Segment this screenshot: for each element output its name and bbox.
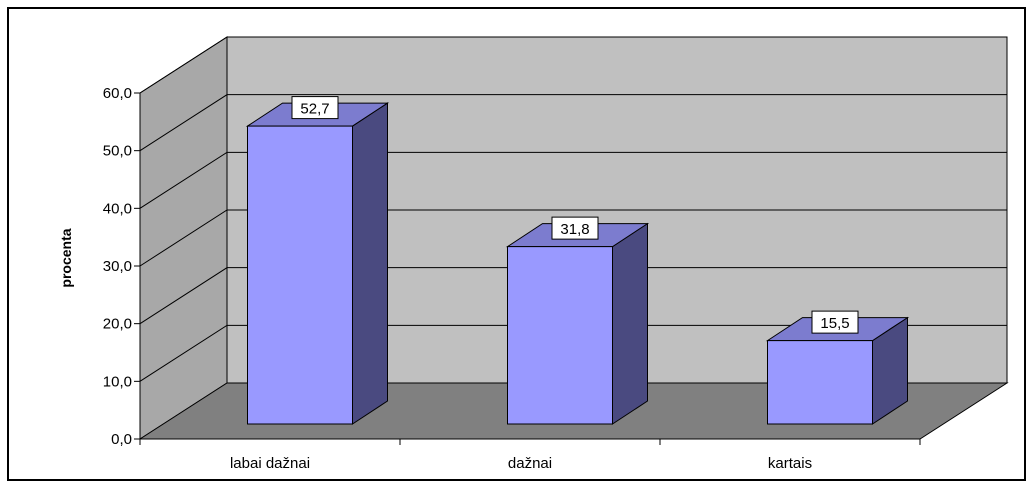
gridline	[139, 36, 1007, 94]
y-tick-label: 20,0	[103, 316, 132, 333]
y-tick-label: 10,0	[103, 373, 132, 390]
bar-side	[352, 102, 388, 425]
bar-side	[612, 222, 648, 425]
gridline	[139, 94, 1007, 152]
data-label: 52,7	[300, 101, 329, 118]
x-tick-label: labai dažnai	[230, 455, 310, 472]
y-tick-label: 0,0	[111, 431, 132, 448]
data-label: 15,5	[820, 315, 849, 332]
gridline	[139, 151, 1007, 209]
y-axis-title: procenta	[58, 228, 74, 287]
data-label: 31,8	[560, 221, 589, 238]
x-tick-label: kartais	[768, 455, 812, 472]
data-label-box	[551, 216, 599, 240]
y-tick-label: 60,0	[103, 85, 132, 102]
bar	[247, 125, 353, 425]
bar	[767, 340, 873, 425]
y-tick-label: 30,0	[103, 258, 132, 275]
data-label-box	[291, 96, 339, 120]
y-tick-label: 40,0	[103, 200, 132, 217]
x-tick-label: dažnai	[508, 455, 552, 472]
y-tick-label: 50,0	[103, 143, 132, 160]
gridline	[139, 267, 1007, 325]
bar	[507, 246, 613, 425]
gridline	[139, 324, 1007, 382]
data-label-box	[811, 310, 859, 334]
gridline	[139, 209, 1007, 267]
